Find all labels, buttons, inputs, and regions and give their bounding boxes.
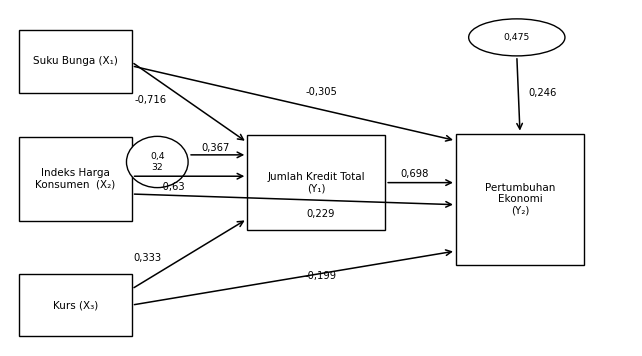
Ellipse shape xyxy=(126,136,188,188)
Text: Indeks Harga
Konsumen  (X₂): Indeks Harga Konsumen (X₂) xyxy=(35,168,116,190)
Text: 0,229: 0,229 xyxy=(307,209,335,219)
Text: 0,367: 0,367 xyxy=(201,143,229,153)
Text: Pertumbuhan
Ekonomi
(Y₂): Pertumbuhan Ekonomi (Y₂) xyxy=(485,183,555,216)
Text: -0,63: -0,63 xyxy=(159,182,185,192)
Bar xyxy=(19,137,132,221)
Bar xyxy=(19,274,132,336)
Text: 0,246: 0,246 xyxy=(528,88,557,98)
Bar xyxy=(456,134,584,265)
Text: Jumlah Kredit Total
(Y₁): Jumlah Kredit Total (Y₁) xyxy=(267,172,365,193)
Text: Suku Bunga (X₁): Suku Bunga (X₁) xyxy=(33,56,118,67)
Text: -0,305: -0,305 xyxy=(305,87,337,97)
Text: 0,698: 0,698 xyxy=(400,169,428,179)
Text: 0,4
32: 0,4 32 xyxy=(150,152,164,172)
Text: Kurs (X₃): Kurs (X₃) xyxy=(53,300,98,310)
Text: -0,716: -0,716 xyxy=(135,95,167,105)
Ellipse shape xyxy=(469,19,565,56)
Bar xyxy=(19,30,132,93)
Text: 0,475: 0,475 xyxy=(504,33,530,42)
Text: 0,333: 0,333 xyxy=(134,253,162,263)
Text: -0,199: -0,199 xyxy=(305,271,337,281)
Bar xyxy=(247,135,385,230)
